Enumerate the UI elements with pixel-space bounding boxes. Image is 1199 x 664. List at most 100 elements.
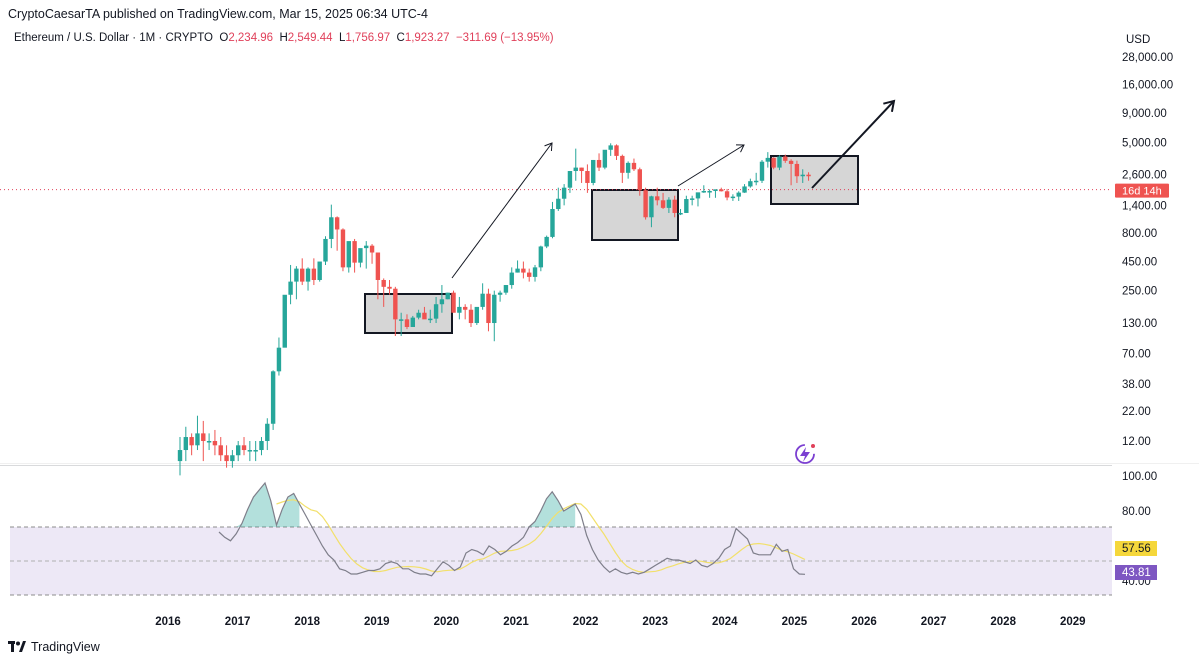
candle-body (649, 196, 654, 218)
candle-body (439, 299, 445, 305)
rsi-tick-label: 100.00 (1122, 471, 1157, 483)
close-value: 1,923.27 (404, 32, 450, 44)
candle-body (521, 268, 526, 273)
x-tick-label: 2023 (642, 616, 668, 628)
candle-body (288, 281, 293, 295)
candle-body (183, 437, 189, 451)
candle-body (381, 279, 386, 287)
candle-body (684, 199, 689, 213)
consolidation-box-2022 (591, 189, 679, 241)
price-tick-label: 9,000.00 (1122, 108, 1167, 120)
candle-body (253, 450, 258, 452)
candle-body (748, 181, 753, 187)
candle-body (282, 294, 287, 348)
price-tick-label: 1,400.00 (1122, 200, 1167, 212)
candle-body (497, 292, 503, 295)
candle-body (759, 161, 765, 181)
x-tick-label: 2021 (503, 616, 529, 628)
candle-body (660, 200, 666, 208)
rsi-tag-text: 43.81 (1122, 567, 1151, 579)
candle-body (474, 306, 480, 324)
candle-body (462, 306, 468, 310)
candle-body (422, 312, 427, 320)
x-tick-label: 2025 (782, 616, 808, 628)
x-tick-label: 2027 (921, 616, 947, 628)
countdown-text: 16d 14h (1122, 186, 1162, 198)
candle-body (503, 285, 509, 293)
price-tick-label: 800.00 (1122, 228, 1157, 240)
candle-body (468, 309, 474, 324)
candle-body (398, 319, 404, 321)
x-tick-label: 2029 (1060, 616, 1086, 628)
candle-body (358, 248, 363, 263)
candle-body (800, 174, 805, 177)
price-tick-label: 2,600.00 (1122, 170, 1167, 182)
candle-body (713, 189, 718, 192)
tradingview-logo[interactable]: TradingView (8, 640, 100, 654)
candle-body (742, 186, 747, 193)
candle-body (445, 292, 450, 300)
rsi-tick-label: 80.00 (1122, 506, 1151, 518)
rsi-line (218, 481, 806, 577)
symbol-name[interactable]: Ethereum / U.S. Dollar · 1M · CRYPTO (14, 32, 213, 44)
candle-body (334, 217, 340, 230)
candle-body (561, 187, 567, 199)
candle-body (602, 149, 608, 168)
candle-body (300, 268, 305, 282)
candle-body (544, 236, 549, 247)
candle-body (206, 441, 212, 443)
candle-body (428, 318, 433, 321)
candle-body (730, 196, 736, 199)
rsi-band (10, 527, 1112, 595)
consolidation-box-2019 (364, 293, 453, 334)
x-tick-label: 2019 (364, 616, 390, 628)
price-tick-label: 22.00 (1122, 406, 1151, 418)
candle-body (224, 455, 229, 462)
price-tick-label: 5,000.00 (1122, 137, 1167, 149)
open-label: O (219, 32, 229, 44)
candle-body (643, 190, 648, 218)
candle-body (672, 199, 677, 213)
candle-body (585, 171, 590, 183)
candle-body (579, 167, 584, 172)
x-tick-label: 2022 (573, 616, 599, 628)
candle-body (678, 212, 683, 215)
candle-body (556, 198, 561, 210)
low-label: L (338, 32, 346, 44)
candle-body (305, 268, 311, 282)
rsi-ma-tag-text: 57.56 (1122, 543, 1151, 555)
candle-body (201, 433, 206, 441)
candle-body (276, 347, 282, 372)
candle-body (637, 169, 642, 191)
x-tick-label: 2024 (712, 616, 738, 628)
candle-body (695, 192, 701, 199)
candle-body (655, 196, 660, 201)
candle-body (294, 268, 299, 282)
trend-arrow-2023 (677, 144, 745, 187)
currency-label: USD (1126, 34, 1150, 46)
candle-body (352, 241, 357, 263)
symbol-legend: Ethereum / U.S. Dollar · 1M · CRYPTO O2,… (14, 32, 554, 44)
candle-body (567, 171, 573, 188)
candle-body (486, 293, 491, 324)
price-tick-label: 38.00 (1122, 379, 1151, 391)
rsi-ma-tag (1115, 541, 1157, 556)
candle-body (591, 159, 596, 183)
candle-body (527, 272, 532, 277)
price-tick-label: 28,000.00 (1122, 52, 1173, 64)
candle-body (532, 267, 538, 277)
x-tick-label: 2020 (434, 616, 460, 628)
candle-body (480, 293, 485, 307)
candle-body (317, 261, 322, 280)
candle-body (806, 174, 811, 177)
trend-arrow-2023-head (735, 144, 745, 153)
candle-body (189, 437, 194, 446)
candle-body (719, 189, 724, 192)
candle-body (218, 445, 223, 456)
projection-arrow-2025 (811, 100, 895, 189)
publisher-info: CryptoCaesarTA published on TradingView.… (8, 7, 428, 21)
candle-body (247, 450, 253, 452)
projection-arrow-2025-head (883, 99, 896, 112)
candle-body (451, 292, 456, 313)
